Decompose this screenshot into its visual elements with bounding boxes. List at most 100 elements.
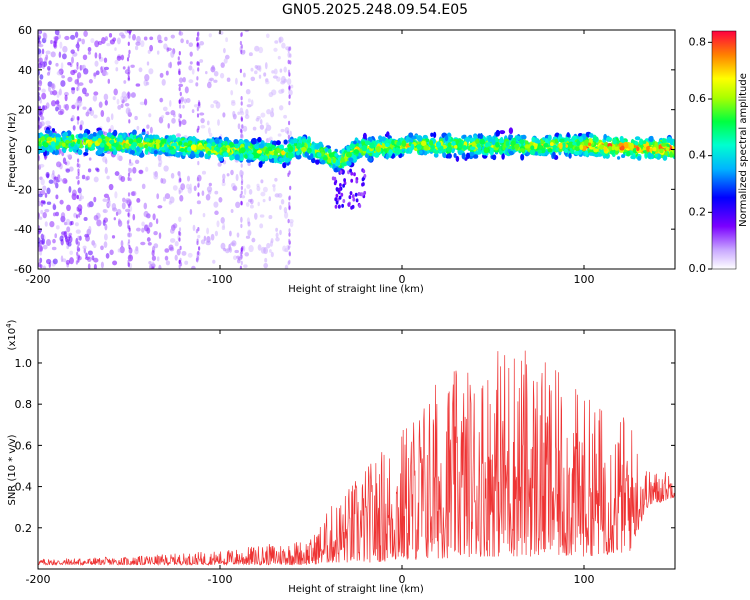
heat-cell	[105, 253, 110, 259]
heat-cell	[244, 154, 248, 159]
heat-cell	[240, 44, 243, 49]
heat-cell	[106, 42, 111, 47]
heat-cell	[304, 151, 309, 157]
heat-cell	[207, 150, 212, 155]
heat-cell	[367, 156, 373, 162]
heat-cell	[479, 138, 485, 145]
heat-cell	[79, 124, 83, 131]
heat-cell	[168, 200, 172, 205]
heat-cell	[290, 84, 294, 89]
heat-cell	[98, 52, 102, 60]
heat-cell	[55, 225, 60, 230]
heat-cell	[153, 150, 158, 155]
heat-cell	[62, 45, 68, 53]
heat-cell	[508, 127, 514, 135]
heat-cell	[288, 201, 291, 207]
x-tick-label: -100	[208, 273, 233, 286]
heat-cell	[310, 157, 316, 164]
heat-cell	[433, 152, 439, 158]
heat-cell	[161, 146, 166, 151]
heat-cell	[588, 152, 595, 156]
heat-cell	[178, 140, 183, 146]
heat-cell	[179, 91, 182, 97]
heat-cell	[254, 65, 258, 69]
heat-cell	[196, 46, 199, 51]
heat-cell	[213, 201, 219, 208]
heat-cell	[223, 136, 230, 143]
heat-cell	[155, 218, 159, 225]
heat-cell	[67, 62, 72, 66]
heat-cell	[223, 247, 227, 252]
heat-cell	[245, 89, 251, 95]
heat-cell	[127, 94, 130, 100]
heat-cell	[177, 151, 183, 156]
heat-cell	[214, 137, 221, 145]
heat-cell	[45, 50, 51, 55]
heat-cell	[222, 112, 226, 118]
heat-cell	[282, 162, 287, 169]
heat-cell	[394, 147, 400, 154]
heat-cell	[508, 134, 514, 139]
heat-cell	[283, 139, 288, 145]
heat-cell	[423, 144, 430, 151]
heat-cell	[494, 136, 499, 143]
heat-cell	[201, 190, 205, 196]
heat-cell	[188, 65, 193, 71]
heat-cell	[430, 145, 435, 150]
heat-cell	[566, 132, 570, 139]
heat-cell	[83, 151, 89, 156]
heat-cell	[52, 89, 58, 96]
heat-cell	[116, 153, 121, 161]
heat-cell	[334, 204, 338, 209]
heat-cell	[630, 155, 636, 160]
heat-cell	[260, 191, 266, 197]
heat-cell	[71, 56, 74, 64]
heat-cell	[464, 136, 471, 143]
heat-cell	[102, 144, 109, 152]
heat-cell	[469, 146, 476, 151]
heat-cell	[250, 137, 257, 145]
heat-cell	[190, 144, 197, 151]
heat-cell	[116, 137, 120, 142]
heat-cell	[93, 72, 97, 77]
heat-cell	[244, 114, 250, 120]
heat-cell	[453, 153, 457, 158]
heat-cell	[596, 153, 603, 157]
heat-cell	[479, 133, 483, 140]
heat-cell	[161, 79, 166, 86]
heat-cell	[620, 145, 625, 151]
heat-cell	[108, 128, 112, 134]
heat-cell	[447, 142, 452, 148]
heat-cell	[75, 237, 79, 245]
heat-cell	[163, 165, 169, 172]
heat-cell	[159, 72, 164, 78]
heat-cell	[472, 154, 479, 159]
heat-cell	[216, 220, 220, 228]
heat-cell	[230, 90, 234, 96]
colorbar: 0.0 0.2 0.4 0.6 0.8 Normalized spectral ampl…	[689, 30, 749, 275]
heat-cell	[166, 47, 172, 52]
heat-cell	[351, 194, 355, 199]
heat-cell	[350, 178, 354, 183]
heat-cell	[352, 197, 356, 202]
heat-cell	[109, 249, 114, 256]
heat-cell	[83, 248, 87, 254]
heat-cell	[226, 77, 231, 82]
heat-cell	[236, 232, 240, 238]
heat-cell	[520, 153, 525, 161]
heat-cell	[120, 54, 125, 61]
heat-cell	[112, 96, 116, 101]
heat-cell	[55, 62, 59, 67]
heat-cell	[347, 170, 350, 175]
heat-cell	[127, 239, 131, 244]
heat-cell	[43, 142, 49, 148]
heat-cell	[296, 142, 302, 148]
heat-cell	[113, 88, 118, 96]
heat-cell	[44, 221, 48, 227]
heat-cell	[156, 142, 160, 150]
heat-cell	[355, 198, 359, 203]
heat-cell	[248, 189, 253, 195]
heat-cell	[638, 138, 644, 146]
heat-cell	[358, 204, 362, 208]
heat-cell	[88, 157, 92, 161]
